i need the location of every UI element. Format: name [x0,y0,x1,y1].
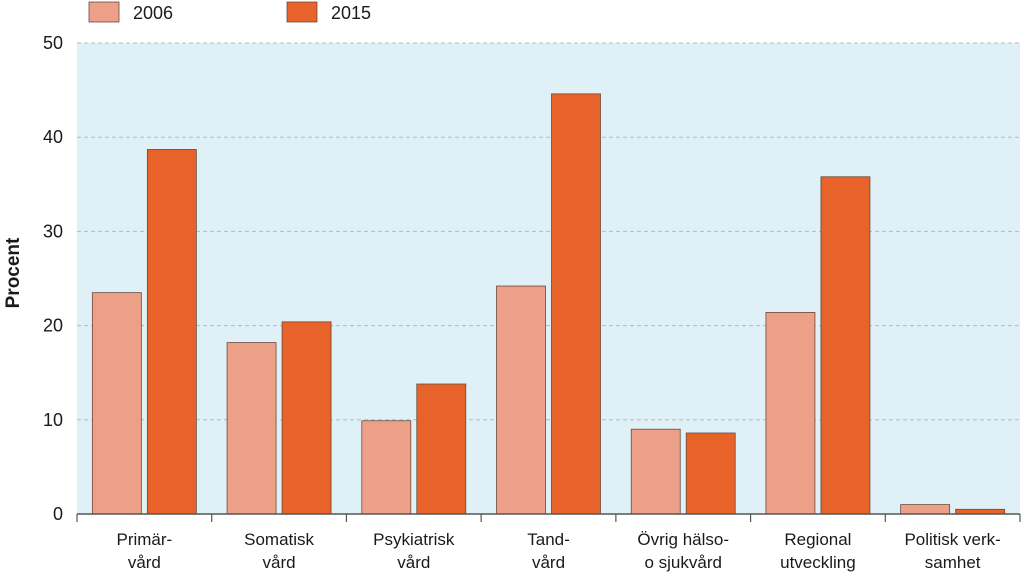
x-category-label-line: samhet [925,553,981,572]
bar-2006 [91,292,142,515]
y-tick-label: 50 [43,33,63,53]
bars [91,93,1006,515]
x-category-label-line: Övrig hälso- [637,530,729,549]
x-category-label: Politisk verk-samhet [904,530,1000,572]
plot-background [77,43,1020,514]
x-category-label: Övrig hälso-o sjukvård [637,530,729,572]
legend-label-2006: 2006 [133,3,173,23]
x-category-label-line: o sjukvård [644,553,721,572]
bar-2006 [765,312,816,515]
legend-swatch-2006 [88,1,120,23]
legend-label-2015: 2015 [331,3,371,23]
x-category-label-line: Primär- [116,530,172,549]
x-category-label-line: Somatisk [244,530,314,549]
y-tick-label: 10 [43,410,63,430]
bar-2006 [900,504,951,515]
y-tick-labels: 0 10 20 30 40 50 [43,33,63,524]
legend: 2006 2015 [88,1,371,23]
bar-2015 [146,149,197,515]
bar-2015 [820,176,871,515]
bar-2006 [630,428,681,515]
bar-2006 [361,420,412,515]
x-category-label-line: vård [397,553,430,572]
x-category-label: Psykiatrisk vård [373,530,455,572]
bar-2015 [551,93,601,515]
legend-swatch-2015 [286,1,318,23]
x-category-label-line: vård [532,553,565,572]
x-category-label: Somatisk vård [244,530,314,572]
x-category-label-line: utveckling [780,553,856,572]
bar-2006 [496,285,546,515]
x-category-label-line: vård [263,553,296,572]
y-axis-label: Procent [3,237,24,308]
x-category-label-line: Psykiatrisk [373,530,455,549]
bar-2015 [281,321,332,515]
x-category-label: Tand-vård [527,530,570,572]
bar-2015 [685,432,736,515]
axes [76,513,1021,522]
y-tick-label: 30 [43,221,63,241]
y-tick-label: 0 [53,504,63,524]
x-category-label: Primär-vård [116,530,172,572]
y-tick-label: 40 [43,127,63,147]
x-category-label-line: Tand- [527,530,570,549]
x-category-label: Regional utveckling [780,530,856,572]
y-tick-label: 20 [43,316,63,336]
bar-2015 [416,383,467,515]
x-category-label-line: Regional [784,530,851,549]
x-category-label-line: vård [128,553,161,572]
bar-2006 [226,342,277,515]
x-category-label-line: Politisk verk- [904,530,1000,549]
